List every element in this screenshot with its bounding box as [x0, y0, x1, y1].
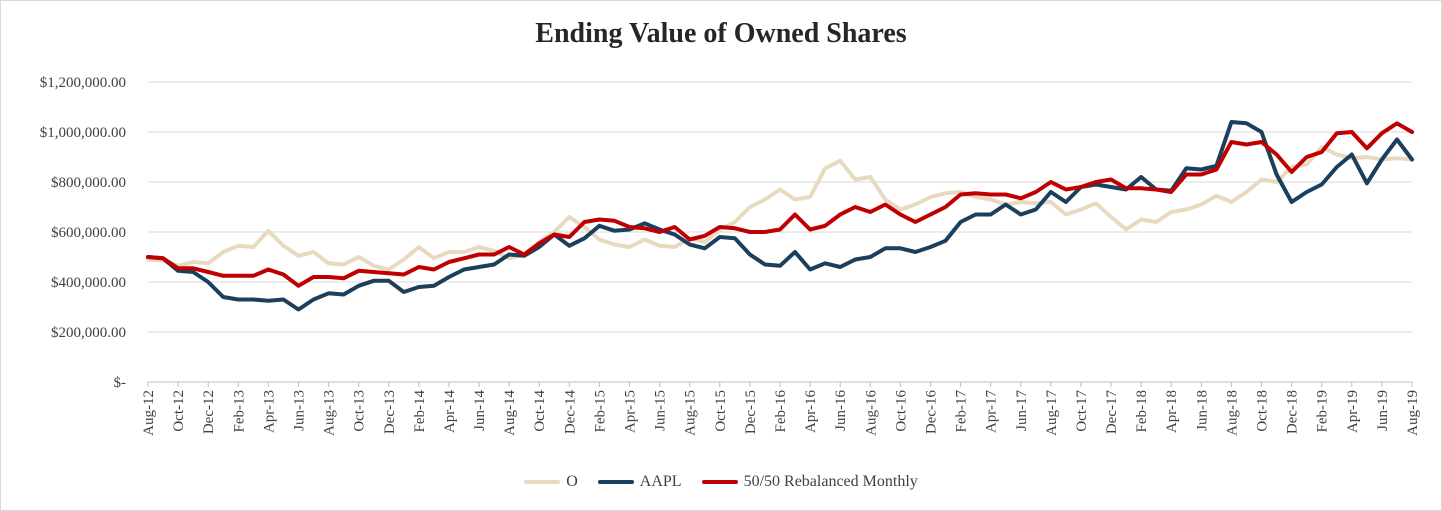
- x-tick-label: Apr-19: [1345, 390, 1361, 433]
- y-tick-label: $1,000,000.00: [40, 125, 126, 141]
- series-lines: [146, 120, 1414, 312]
- y-tick-label: $-: [114, 375, 127, 391]
- legend-swatch-rebalanced: [701, 480, 738, 484]
- x-tick-label: Aug-12: [141, 390, 157, 436]
- series-line-50-50-rebalanced-monthly: [146, 121, 1414, 288]
- x-tick-label: Dec-14: [562, 390, 578, 435]
- y-tick-label: $200,000.00: [51, 325, 126, 341]
- x-tick-label: Feb-13: [231, 390, 247, 433]
- x-tick-label: Dec-12: [201, 390, 217, 434]
- gridlines: [148, 81, 1412, 333]
- series-line-o: [146, 145, 1414, 272]
- x-tick-label: Dec-16: [923, 390, 939, 435]
- x-tick-label: Jun-19: [1375, 390, 1391, 431]
- x-tick-label: Apr-14: [442, 390, 458, 434]
- x-tick-label: Jun-18: [1194, 390, 1210, 431]
- x-tick-label: Oct-15: [713, 390, 729, 432]
- x-tick-label: Feb-14: [412, 390, 428, 433]
- y-tick-label: $600,000.00: [51, 225, 126, 241]
- x-tick-label: Apr-15: [623, 390, 639, 433]
- x-tick-label: Apr-18: [1164, 390, 1180, 433]
- x-tick-label: Aug-14: [502, 390, 518, 436]
- x-tick-label: Oct-18: [1255, 390, 1271, 432]
- chart-title: Ending Value of Owned Shares: [535, 18, 907, 49]
- y-tick-label: $400,000.00: [51, 275, 126, 291]
- y-axis-tick-labels: $- $200,000.00 $400,000.00 $600,000.00 $800,…: [40, 75, 126, 391]
- chart-legend: O AAPL 50/50 Rebalanced Monthly: [0, 470, 1442, 494]
- y-tick-label: $800,000.00: [51, 175, 126, 191]
- x-tick-label: Feb-19: [1315, 390, 1331, 433]
- x-tick-label: Jun-16: [833, 390, 849, 431]
- x-tick-label: Aug-16: [863, 390, 879, 436]
- x-tick-label: Oct-14: [532, 390, 548, 432]
- x-axis-tick-labels: Aug-12 Oct-12 Dec-12 Feb-13 Apr-13 Jun-13 Aug-…: [141, 390, 1421, 436]
- x-tick-label: Oct-17: [1074, 390, 1090, 432]
- x-tick-label: Oct-16: [893, 390, 909, 432]
- series-line-aapl: [146, 120, 1414, 312]
- x-tick-label: Oct-13: [352, 390, 368, 432]
- x-axis: [147, 381, 1413, 387]
- x-tick-label: Feb-18: [1134, 390, 1150, 433]
- legend-label-o: O: [566, 473, 578, 490]
- legend-label-rebalanced: 50/50 Rebalanced Monthly: [743, 473, 918, 490]
- x-tick-label: Apr-17: [984, 390, 1000, 434]
- x-tick-label: Feb-16: [773, 390, 789, 433]
- x-tick-label: Dec-17: [1104, 390, 1120, 435]
- legend-item-aapl: AAPL: [597, 473, 682, 491]
- x-tick-label: Aug-15: [683, 390, 699, 436]
- x-tick-label: Aug-17: [1044, 390, 1060, 436]
- x-tick-label: Feb-17: [954, 390, 970, 433]
- legend-label-aapl: AAPL: [639, 473, 682, 490]
- x-tick-label: Aug-19: [1405, 390, 1421, 436]
- x-tick-label: Jun-17: [1014, 390, 1030, 431]
- line-chart: $- $200,000.00 $400,000.00 $600,000.00 $800,…: [40, 75, 1421, 436]
- x-tick-label: Apr-16: [803, 390, 819, 434]
- x-tick-label: Jun-13: [291, 390, 307, 431]
- x-tick-label: Aug-18: [1224, 390, 1240, 436]
- x-tick-label: Oct-12: [171, 390, 187, 432]
- x-tick-label: Dec-13: [382, 390, 398, 434]
- x-tick-label: Dec-18: [1285, 390, 1301, 434]
- x-tick-label: Aug-13: [322, 390, 338, 436]
- legend-item-rebalanced: 50/50 Rebalanced Monthly: [701, 473, 918, 491]
- legend-swatch-aapl: [597, 480, 634, 484]
- x-tick-label: Feb-15: [592, 390, 608, 433]
- x-tick-label: Jun-14: [472, 390, 488, 431]
- x-tick-label: Apr-13: [261, 390, 277, 433]
- legend-swatch-o: [524, 480, 561, 484]
- x-tick-label: Jun-15: [653, 390, 669, 431]
- y-tick-label: $1,200,000.00: [40, 75, 126, 91]
- x-tick-label: Dec-15: [743, 390, 759, 434]
- legend-item-o: O: [524, 473, 578, 491]
